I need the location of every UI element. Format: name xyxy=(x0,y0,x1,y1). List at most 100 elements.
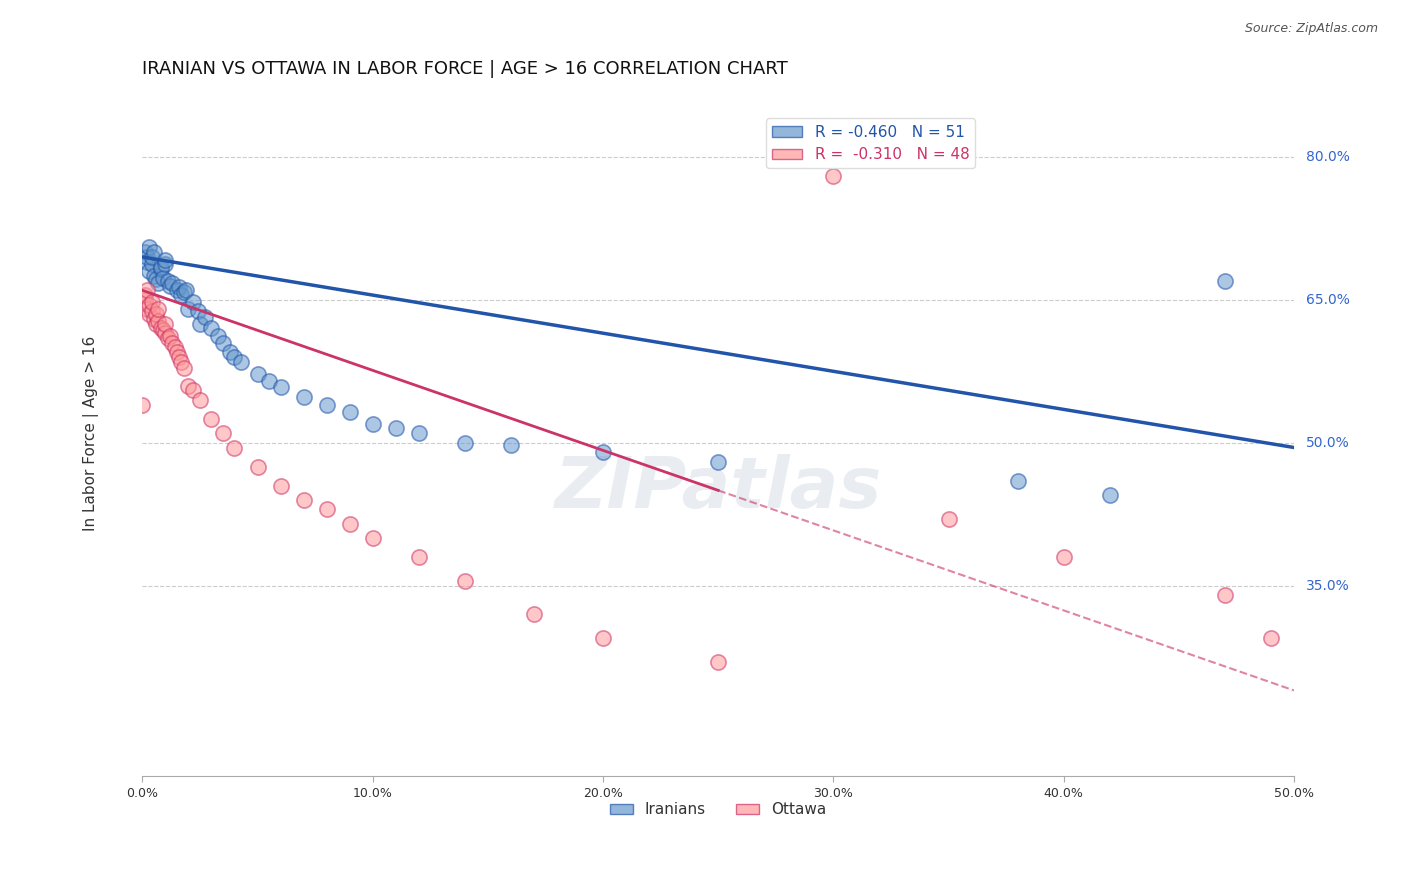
Point xyxy=(212,426,235,441)
Point xyxy=(155,326,177,341)
Point xyxy=(166,345,188,359)
Point xyxy=(141,257,163,271)
Point xyxy=(136,283,159,297)
Point xyxy=(246,459,269,474)
Point xyxy=(270,380,292,394)
Point xyxy=(707,655,730,669)
Point xyxy=(136,302,159,317)
Point xyxy=(224,350,246,364)
Point xyxy=(148,302,170,317)
Point xyxy=(134,293,156,307)
Point xyxy=(1053,550,1076,565)
Point xyxy=(181,384,204,398)
Point xyxy=(339,516,361,531)
Point xyxy=(823,169,845,183)
Point xyxy=(193,310,215,324)
Text: IRANIAN VS OTTAWA IN LABOR FORCE | AGE > 16 CORRELATION CHART: IRANIAN VS OTTAWA IN LABOR FORCE | AGE >… xyxy=(142,60,789,78)
Text: ZIPatlas: ZIPatlas xyxy=(554,454,882,523)
Point xyxy=(156,331,179,345)
Point xyxy=(188,317,211,331)
Point xyxy=(207,329,229,343)
Point xyxy=(156,274,179,288)
Point xyxy=(142,245,165,260)
Legend: Iranians, Ottawa: Iranians, Ottawa xyxy=(603,797,832,823)
Text: 35.0%: 35.0% xyxy=(1306,579,1350,592)
Point xyxy=(141,294,163,309)
Point xyxy=(173,285,195,300)
Point xyxy=(212,335,235,350)
Point xyxy=(145,272,167,286)
Text: 80.0%: 80.0% xyxy=(1306,150,1350,164)
Point xyxy=(707,455,730,469)
Text: Source: ZipAtlas.com: Source: ZipAtlas.com xyxy=(1244,22,1378,36)
Point xyxy=(145,317,167,331)
Point xyxy=(592,445,614,459)
Point xyxy=(408,426,430,441)
Point xyxy=(938,512,960,526)
Point xyxy=(339,405,361,419)
Point xyxy=(292,390,315,404)
Point xyxy=(155,252,177,267)
Point xyxy=(170,288,193,302)
Point xyxy=(155,317,177,331)
Point xyxy=(270,478,292,492)
Text: 50.0%: 50.0% xyxy=(1306,436,1350,450)
Point xyxy=(138,240,160,254)
Point xyxy=(166,283,188,297)
Point xyxy=(246,367,269,381)
Point xyxy=(187,304,209,318)
Point xyxy=(134,288,156,302)
Point xyxy=(131,398,153,412)
Point xyxy=(138,307,160,321)
Point xyxy=(149,321,172,335)
Point xyxy=(384,421,406,435)
Point xyxy=(159,329,181,343)
Point xyxy=(1213,588,1236,602)
Point xyxy=(181,294,204,309)
Point xyxy=(200,412,222,426)
Point xyxy=(152,323,174,337)
Point xyxy=(134,245,156,260)
Point xyxy=(454,574,477,588)
Point xyxy=(1007,474,1029,488)
Point xyxy=(136,254,159,268)
Point xyxy=(167,350,190,364)
Point xyxy=(173,361,195,376)
Point xyxy=(159,278,181,293)
Point xyxy=(167,280,190,294)
Point xyxy=(149,260,172,274)
Point xyxy=(170,355,193,369)
Point xyxy=(138,297,160,311)
Point xyxy=(1213,274,1236,288)
Point xyxy=(224,441,246,455)
Point xyxy=(523,607,546,622)
Point xyxy=(145,307,167,321)
Point xyxy=(177,378,200,392)
Point xyxy=(218,345,240,359)
Point xyxy=(177,302,200,317)
Text: 65.0%: 65.0% xyxy=(1306,293,1350,307)
Point xyxy=(1260,631,1282,645)
Point xyxy=(142,312,165,326)
Point xyxy=(454,435,477,450)
Point xyxy=(174,283,197,297)
Point xyxy=(315,398,337,412)
Point xyxy=(292,492,315,507)
Point xyxy=(162,276,184,290)
Point xyxy=(361,531,384,545)
Point xyxy=(141,304,163,318)
Point xyxy=(142,268,165,283)
Point xyxy=(162,335,184,350)
Point xyxy=(361,417,384,431)
Point xyxy=(257,374,280,388)
Point xyxy=(592,631,614,645)
Point xyxy=(163,341,186,355)
Point xyxy=(149,262,172,277)
Point xyxy=(136,250,159,264)
Point xyxy=(408,550,430,565)
Point xyxy=(155,257,177,271)
Point xyxy=(148,276,170,290)
Point xyxy=(188,392,211,407)
Point xyxy=(141,250,163,264)
Point xyxy=(152,271,174,285)
